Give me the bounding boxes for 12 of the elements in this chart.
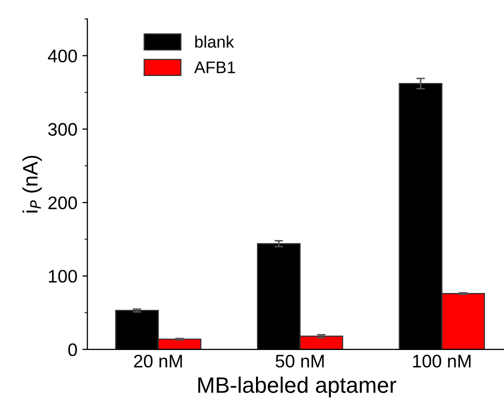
y-tick-label: 0	[68, 343, 77, 356]
x-tick-label: 100 nM	[413, 354, 470, 368]
y-tick-label: 200	[48, 196, 77, 210]
y-tick-label: 300	[48, 123, 77, 136]
y-tick-label: 100	[48, 270, 77, 283]
x-tick-label: 20 nM	[134, 354, 182, 368]
legend-label: blank	[195, 36, 234, 48]
x-axis-title: MB-labeled aptamer	[198, 376, 396, 398]
y-tick-label: 400	[48, 50, 77, 62]
legend-label: AFB1	[194, 62, 236, 74]
y-axis-title: i$_{P}$ (nA)	[22, 156, 42, 212]
x-tick-label: 50 nM	[276, 354, 324, 368]
